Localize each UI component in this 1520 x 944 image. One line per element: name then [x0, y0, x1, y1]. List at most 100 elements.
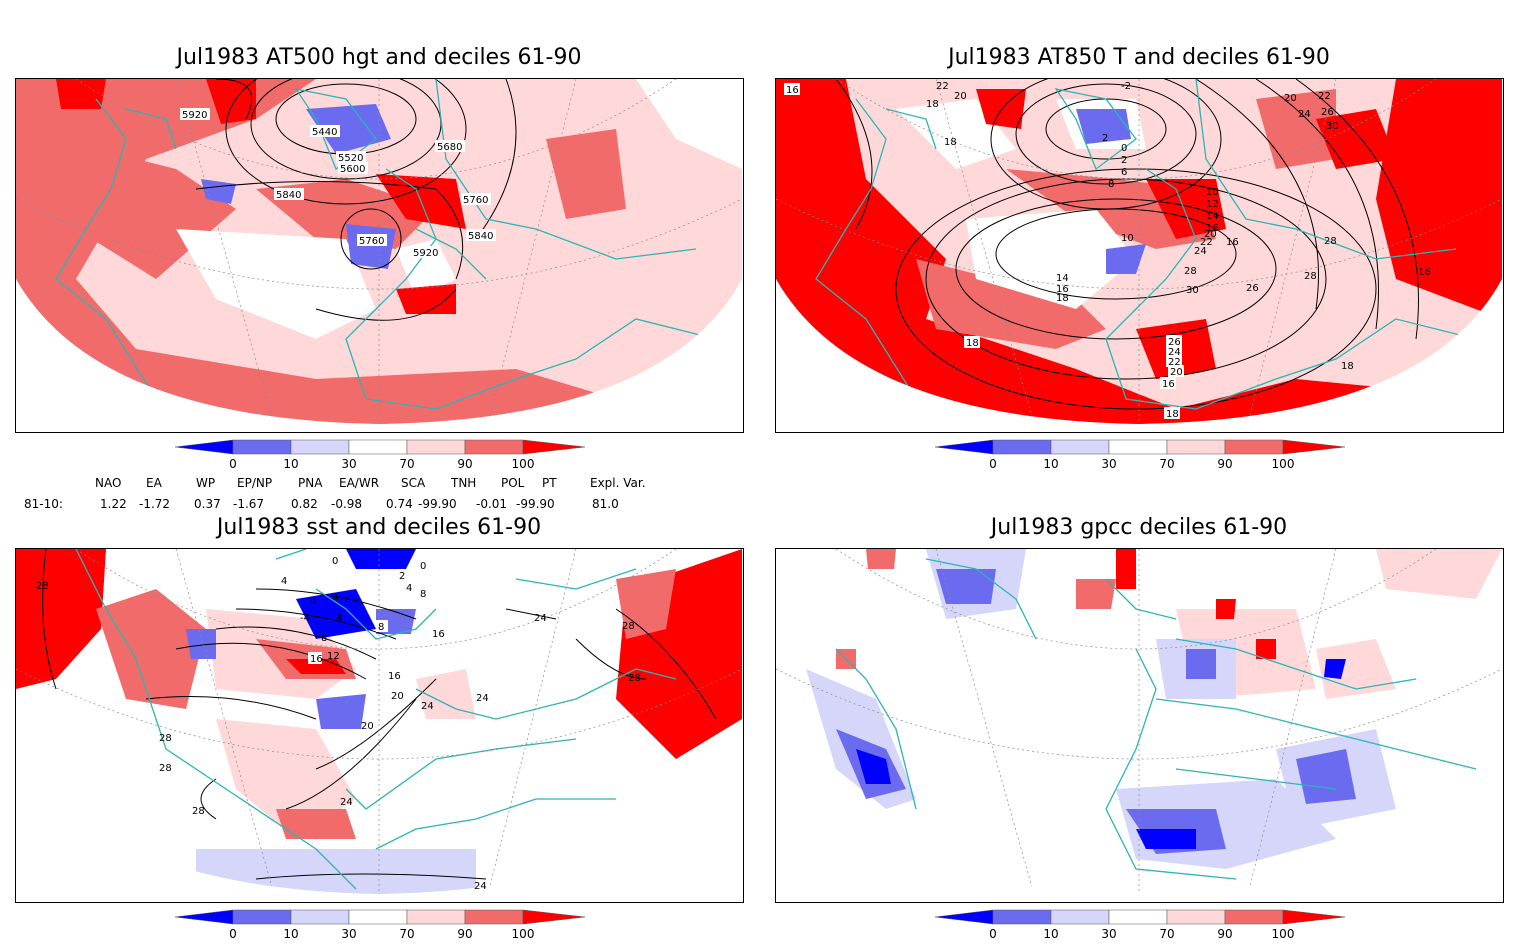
contour-label: 24: [474, 881, 487, 892]
contour-label: 16: [786, 85, 799, 96]
colorbar-swatch: [464, 439, 524, 455]
colorbar-tick: 0: [989, 927, 997, 941]
colorbar-tick: 10: [1043, 457, 1058, 471]
contour-label: 12: [1206, 199, 1219, 210]
colorbar-tick: 10: [283, 457, 298, 471]
contour-label: 24: [1298, 109, 1311, 120]
colorbar-swatch: [290, 909, 350, 925]
index-header: NAO: [95, 476, 122, 490]
contour-label: 20: [954, 91, 967, 102]
contour-label: 18: [944, 137, 957, 148]
colorbar-tick: 70: [399, 457, 414, 471]
contour-label: 20: [361, 721, 374, 732]
contour-label: 24: [1194, 246, 1207, 257]
contour-label: 5520: [338, 153, 363, 164]
colorbar-triangle-low: [174, 909, 234, 925]
panel-title-sst: Jul1983 sst and deciles 61-90: [216, 515, 542, 540]
index-value: 81.0: [592, 497, 619, 511]
contour-label: 16: [1418, 267, 1431, 278]
index-header: SCA: [401, 476, 426, 490]
colorbar-swatch: [992, 909, 1052, 925]
colorbar-svg: 0 10 30 70 90 100: [174, 909, 586, 941]
colorbar-tick: 70: [1159, 457, 1174, 471]
colorbar-tick: 100: [1272, 927, 1295, 941]
contour-label: 4: [406, 583, 412, 594]
colorbar-svg: 0 10 30 70 90 100: [174, 439, 586, 471]
contour-label: 16: [432, 629, 445, 640]
index-header: EP/NP: [237, 476, 273, 490]
colorbar-svg: 0 10 30 70 90 100: [934, 909, 1346, 941]
contour-label: 0: [310, 596, 316, 607]
index-value: -0.98: [331, 497, 363, 511]
colorbar-tick: 90: [457, 927, 472, 941]
index-value: -99.90: [418, 497, 457, 511]
indices-table: NAO EA WP EP/NP PNA EA/WR SCA TNH POL PT…: [0, 476, 760, 516]
panel-title-at500: Jul1983 AT500 hgt and deciles 61-90: [176, 45, 582, 70]
colorbar-swatch: [348, 439, 408, 455]
contour-label: 10: [1206, 187, 1219, 198]
colorbar-swatch: [1224, 909, 1284, 925]
map-svg-4: [776, 549, 1502, 894]
contour-label: 20: [1170, 367, 1183, 378]
colorbar-tick: 70: [399, 927, 414, 941]
index-header: PNA: [298, 476, 323, 490]
contour-label: 12: [327, 651, 340, 662]
contour-label: 8: [420, 589, 426, 600]
colorbar-bottom-left: 0 10 30 70 90 100: [174, 909, 586, 941]
contour-label: 18: [1056, 293, 1069, 304]
contour-label: 26: [1246, 283, 1259, 294]
colorbar-swatch: [1166, 439, 1226, 455]
contour-label: 0: [420, 561, 426, 572]
map-at500-hgt: 5920 5440 5520 5600 5680 5840 5760 5760 …: [15, 78, 744, 433]
index-value: -1.67: [233, 497, 265, 511]
contour-label: 14: [1206, 211, 1219, 222]
contour-label: 28: [192, 806, 205, 817]
contour-label: 5760: [359, 236, 384, 247]
colorbar-tick: 30: [1101, 927, 1116, 941]
contour-label: 22: [1168, 357, 1181, 368]
contour-label: 2: [1102, 133, 1108, 144]
contour-label: 0: [332, 556, 338, 567]
colorbar-tick: 100: [1272, 457, 1295, 471]
contour-label: 2: [1121, 155, 1127, 166]
colorbar-tick: 100: [512, 457, 535, 471]
contour-label: 5840: [468, 231, 493, 242]
colorbar-tick: 90: [457, 457, 472, 471]
colorbar-swatch: [406, 909, 466, 925]
index-header: WP: [196, 476, 216, 490]
colorbar-swatch: [992, 439, 1052, 455]
map-svg-3: 28 0 4 4 0 -4 4 8 8 0 2 4 8 16 12 16 20 …: [16, 549, 742, 894]
contour-label: 4: [281, 576, 287, 587]
colorbar-swatch: [1050, 439, 1110, 455]
colorbar-triangle-low: [934, 909, 994, 925]
contour-label: 18: [966, 338, 979, 349]
index-value: 0.37: [194, 497, 221, 511]
index-header: EA/WR: [339, 476, 380, 490]
index-header: EA: [146, 476, 162, 490]
contour-label: 28: [159, 733, 172, 744]
contour-label: 5440: [312, 127, 337, 138]
colorbar-tick: 0: [229, 457, 237, 471]
index-header: TNH: [451, 476, 477, 490]
colorbar-tick: 0: [989, 457, 997, 471]
colorbar-swatch: [348, 909, 408, 925]
contour-label: 24: [340, 797, 353, 808]
contour-label: 20: [1204, 229, 1217, 240]
colorbar-tick: 30: [1101, 457, 1116, 471]
colorbar-triangle-high: [522, 909, 586, 925]
contour-label: 28: [1324, 236, 1337, 247]
contour-label: 30: [1326, 121, 1339, 132]
contour-label: 26: [1168, 337, 1181, 348]
contour-label: 28: [159, 763, 172, 774]
colorbar-tick: 70: [1159, 927, 1174, 941]
panel-title-gpcc: Jul1983 gpcc deciles 61-90: [990, 515, 1288, 540]
contour-label: 18: [1166, 409, 1179, 420]
index-value: -1.72: [139, 497, 171, 511]
colorbar-triangle-low: [174, 439, 234, 455]
map-svg-2: 16 22 20 18 18 2 0 2 6 8 10 12 14 16 20 …: [776, 79, 1502, 424]
colorbar-tick: 10: [1043, 927, 1058, 941]
colorbar-tick: 30: [341, 927, 356, 941]
contour-label: 5920: [413, 248, 438, 259]
contour-label: 16: [1162, 379, 1175, 390]
contour-label: 22: [1318, 91, 1331, 102]
